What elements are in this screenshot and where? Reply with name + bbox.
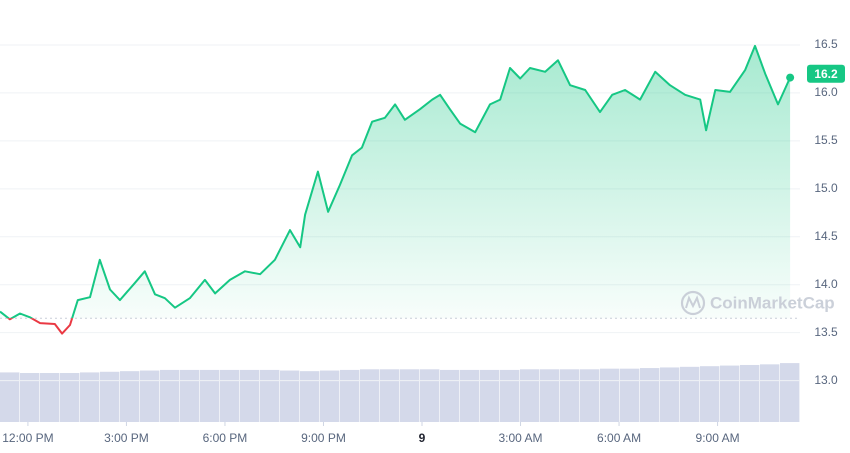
volume-bar [380, 369, 400, 422]
volume-bar [340, 369, 360, 422]
volume-bar [0, 372, 20, 422]
y-tick-label: 15.0 [814, 181, 838, 195]
price-tag [807, 64, 845, 83]
volume-bar [760, 364, 780, 422]
x-tick-label: 12:00 PM [2, 431, 53, 445]
volume-bar [560, 369, 580, 422]
x-tick-label: 9 [419, 431, 426, 445]
volume-bar [80, 372, 100, 422]
watermark-logo-mark [685, 295, 701, 309]
volume-bar [600, 368, 620, 422]
volume-bar [520, 369, 540, 422]
volume-bar [680, 366, 700, 422]
volume-bar [700, 366, 720, 422]
volume-bar [660, 367, 680, 422]
volume-bar [400, 369, 420, 422]
x-tick-label: 9:00 AM [696, 431, 740, 445]
y-tick-label: 14.5 [814, 229, 838, 243]
y-tick-label: 14.0 [814, 277, 838, 291]
area-fill [0, 45, 791, 319]
volume-bar [740, 364, 760, 422]
volume-bar [40, 373, 60, 422]
volume-bar [20, 373, 40, 422]
y-tick-label: 13.0 [814, 373, 838, 387]
volume-bar [540, 369, 560, 422]
volume-bar [220, 369, 240, 422]
volume-bar [620, 368, 640, 422]
volume-bar [160, 369, 180, 422]
volume-bar [120, 371, 140, 422]
x-tick-label: 9:00 PM [301, 431, 346, 445]
x-tick-label: 3:00 AM [499, 431, 543, 445]
y-tick-label: 16.5 [814, 37, 838, 51]
volume-bar [320, 370, 340, 422]
volume-bar [240, 369, 260, 422]
volume-bar [260, 369, 280, 422]
watermark-text: CoinMarketCap [710, 293, 835, 312]
volume-bar [300, 371, 320, 422]
volume-bar [180, 369, 200, 422]
last-point [786, 73, 795, 82]
volume-bar [500, 369, 520, 422]
volume-bar [60, 373, 80, 422]
x-tick-label: 6:00 AM [597, 431, 641, 445]
volume-bar [640, 368, 660, 422]
y-tick-label: 13.5 [814, 325, 838, 339]
watermark-logo [680, 290, 706, 316]
price-tag-label: 16.2 [814, 67, 838, 81]
x-tick-label: 6:00 PM [203, 431, 248, 445]
volume-bar [440, 369, 460, 422]
volume-bar [200, 369, 220, 422]
volume-bar [140, 370, 160, 422]
y-tick-label: 15.5 [814, 133, 838, 147]
volume-bar [780, 363, 800, 422]
x-tick-label: 3:00 PM [104, 431, 149, 445]
volume-bar [100, 371, 120, 422]
volume-bar [460, 369, 480, 422]
volume-bar [280, 370, 300, 422]
y-tick-label: 16.0 [814, 85, 838, 99]
volume-bar [420, 369, 440, 422]
volume-bar [720, 365, 740, 422]
volume-bar [480, 369, 500, 422]
price-line [0, 44, 792, 319]
volume-bar [580, 369, 600, 422]
volume-bar [360, 369, 380, 422]
watermark: CoinMarketCap [680, 290, 835, 316]
